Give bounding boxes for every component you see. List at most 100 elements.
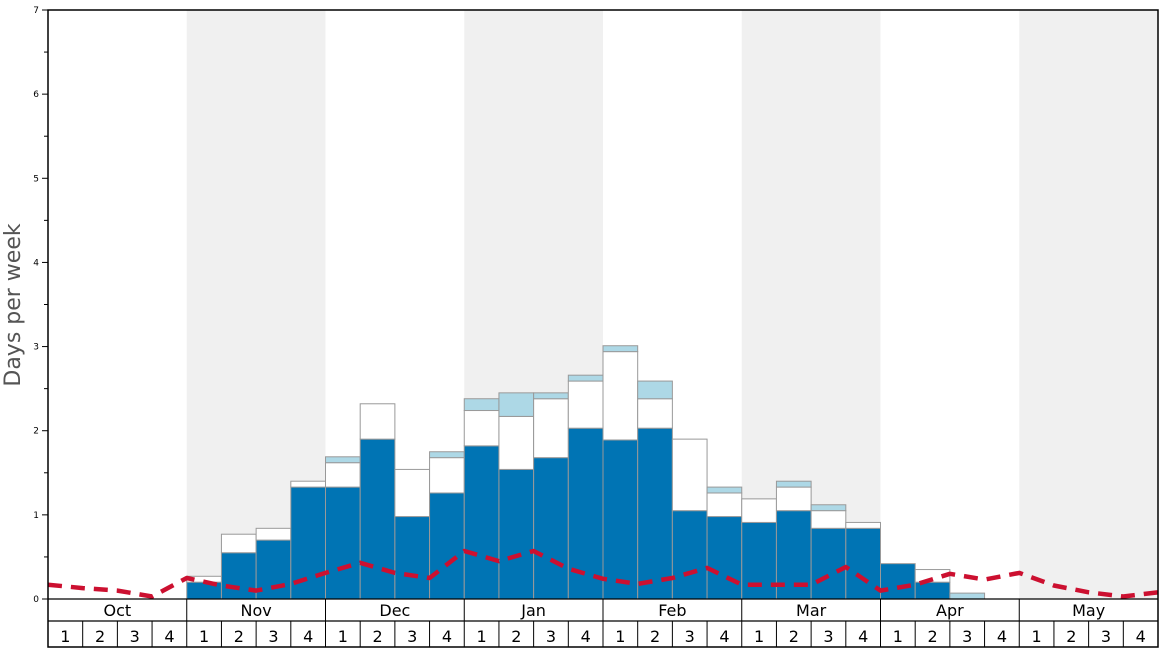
week-label: 2 (95, 627, 105, 646)
y-tick-label: 5 (33, 174, 39, 184)
bar-segment-white (845, 521, 881, 529)
week-label: 2 (234, 627, 244, 646)
bar-segment-white (429, 457, 465, 494)
week-label: 1 (615, 627, 625, 646)
bar-segment-light (949, 592, 986, 600)
bar-segment-light (567, 374, 604, 382)
month-band-may (1019, 10, 1158, 599)
bar-segment-light (775, 480, 812, 488)
week-label: 4 (581, 627, 591, 646)
bar-segment-white (498, 415, 535, 470)
bar-segment-dark (463, 445, 500, 600)
bar-segment-dark (359, 438, 396, 600)
month-label: Nov (241, 601, 272, 620)
bar-segment-dark (325, 486, 361, 600)
week-label: 1 (338, 627, 348, 646)
bar-segment-white (359, 403, 396, 440)
week-label: 1 (199, 627, 209, 646)
bar-segment-white (463, 410, 500, 447)
bar-segment-light (463, 398, 500, 412)
bar-segment-white (394, 468, 431, 518)
week-label: 2 (511, 627, 521, 646)
y-tick-label: 7 (33, 6, 39, 16)
week-label: 1 (754, 627, 764, 646)
average-line (47, 548, 1159, 599)
bar-segment-white (775, 486, 812, 512)
plot-frame (47, 9, 1159, 648)
bar-segment-dark (671, 510, 708, 600)
week-label: 3 (823, 627, 833, 646)
bar-segment-light (637, 380, 673, 400)
week-label: 1 (893, 627, 903, 646)
y-axis: 0 1 2 3 4 5 6 7 (33, 6, 48, 605)
week-label: 3 (962, 627, 972, 646)
week-label: 2 (789, 627, 799, 646)
bar-segment-dark (429, 492, 465, 600)
x-axis: Oct 1 2 3 4 Nov 1 2 3 4 Dec 1 2 3 4 Jan 1 2 3 4 Feb 1 2 3 4 Mar 1 2… (48, 598, 1158, 647)
week-label: 3 (685, 627, 695, 646)
week-label: 4 (164, 627, 174, 646)
week-label: 4 (303, 627, 313, 646)
month-label: Mar (796, 601, 827, 620)
bar-segment-light (498, 392, 535, 417)
y-tick-label: 3 (33, 343, 39, 353)
bar-segment-dark (741, 521, 777, 600)
bar-segment-dark (567, 427, 604, 600)
bar-segment-white (810, 510, 847, 529)
bar-segment-dark (394, 516, 431, 600)
week-label: 3 (1101, 627, 1111, 646)
bar-segment-white (637, 398, 673, 429)
month-label: Feb (658, 601, 686, 620)
month-bands (186, 10, 1158, 599)
bar-segment-dark (810, 527, 847, 600)
week-label: 2 (927, 627, 937, 646)
month-label: Dec (379, 601, 410, 620)
bar-segment-white (671, 438, 708, 512)
y-tick-label: 6 (33, 90, 39, 100)
week-label: 2 (650, 627, 660, 646)
week-label: 1 (60, 627, 70, 646)
bar-segment-light (602, 345, 639, 353)
month-label: Apr (936, 601, 964, 620)
month-label: May (1072, 601, 1105, 620)
month-label: Jan (520, 601, 546, 620)
week-label: 1 (1032, 627, 1042, 646)
bar-segment-dark (880, 563, 916, 600)
week-label: 4 (1136, 627, 1146, 646)
week-label: 4 (997, 627, 1007, 646)
bar-segment-light (706, 486, 743, 494)
bar-segment-dark (498, 468, 535, 600)
week-label: 4 (858, 627, 868, 646)
week-label: 2 (372, 627, 382, 646)
bar-stacks (186, 345, 986, 600)
y-axis-label: Days per week (1, 223, 26, 386)
bar-segment-dark (637, 427, 673, 600)
week-label: 3 (130, 627, 140, 646)
bar-segment-white (220, 533, 257, 554)
bar-segment-white (567, 380, 604, 429)
y-tick-label: 0 (33, 595, 39, 605)
week-label: 3 (546, 627, 556, 646)
y-tick-label: 1 (33, 511, 39, 521)
week-label: 2 (1066, 627, 1076, 646)
bar-segment-white (325, 462, 361, 488)
bar-segment-dark (602, 439, 639, 600)
bar-segment-dark (533, 457, 569, 600)
week-label: 4 (719, 627, 729, 646)
bar-segment-white (602, 351, 639, 441)
bar-segment-white (255, 527, 292, 541)
average-line-group (47, 548, 1159, 599)
bar-segment-light (533, 392, 569, 400)
week-label: 4 (442, 627, 452, 646)
bar-segment-dark (706, 516, 743, 600)
bar-segment-light (429, 451, 465, 459)
bar-segment-white (706, 492, 743, 518)
bar-segment-light (325, 456, 361, 464)
week-label: 1 (477, 627, 487, 646)
bar-segment-light (810, 504, 847, 512)
bar-segment-white (741, 498, 777, 523)
bar-segment-white (533, 398, 569, 459)
y-tick-label: 2 (33, 427, 39, 437)
month-label: Oct (104, 601, 132, 620)
